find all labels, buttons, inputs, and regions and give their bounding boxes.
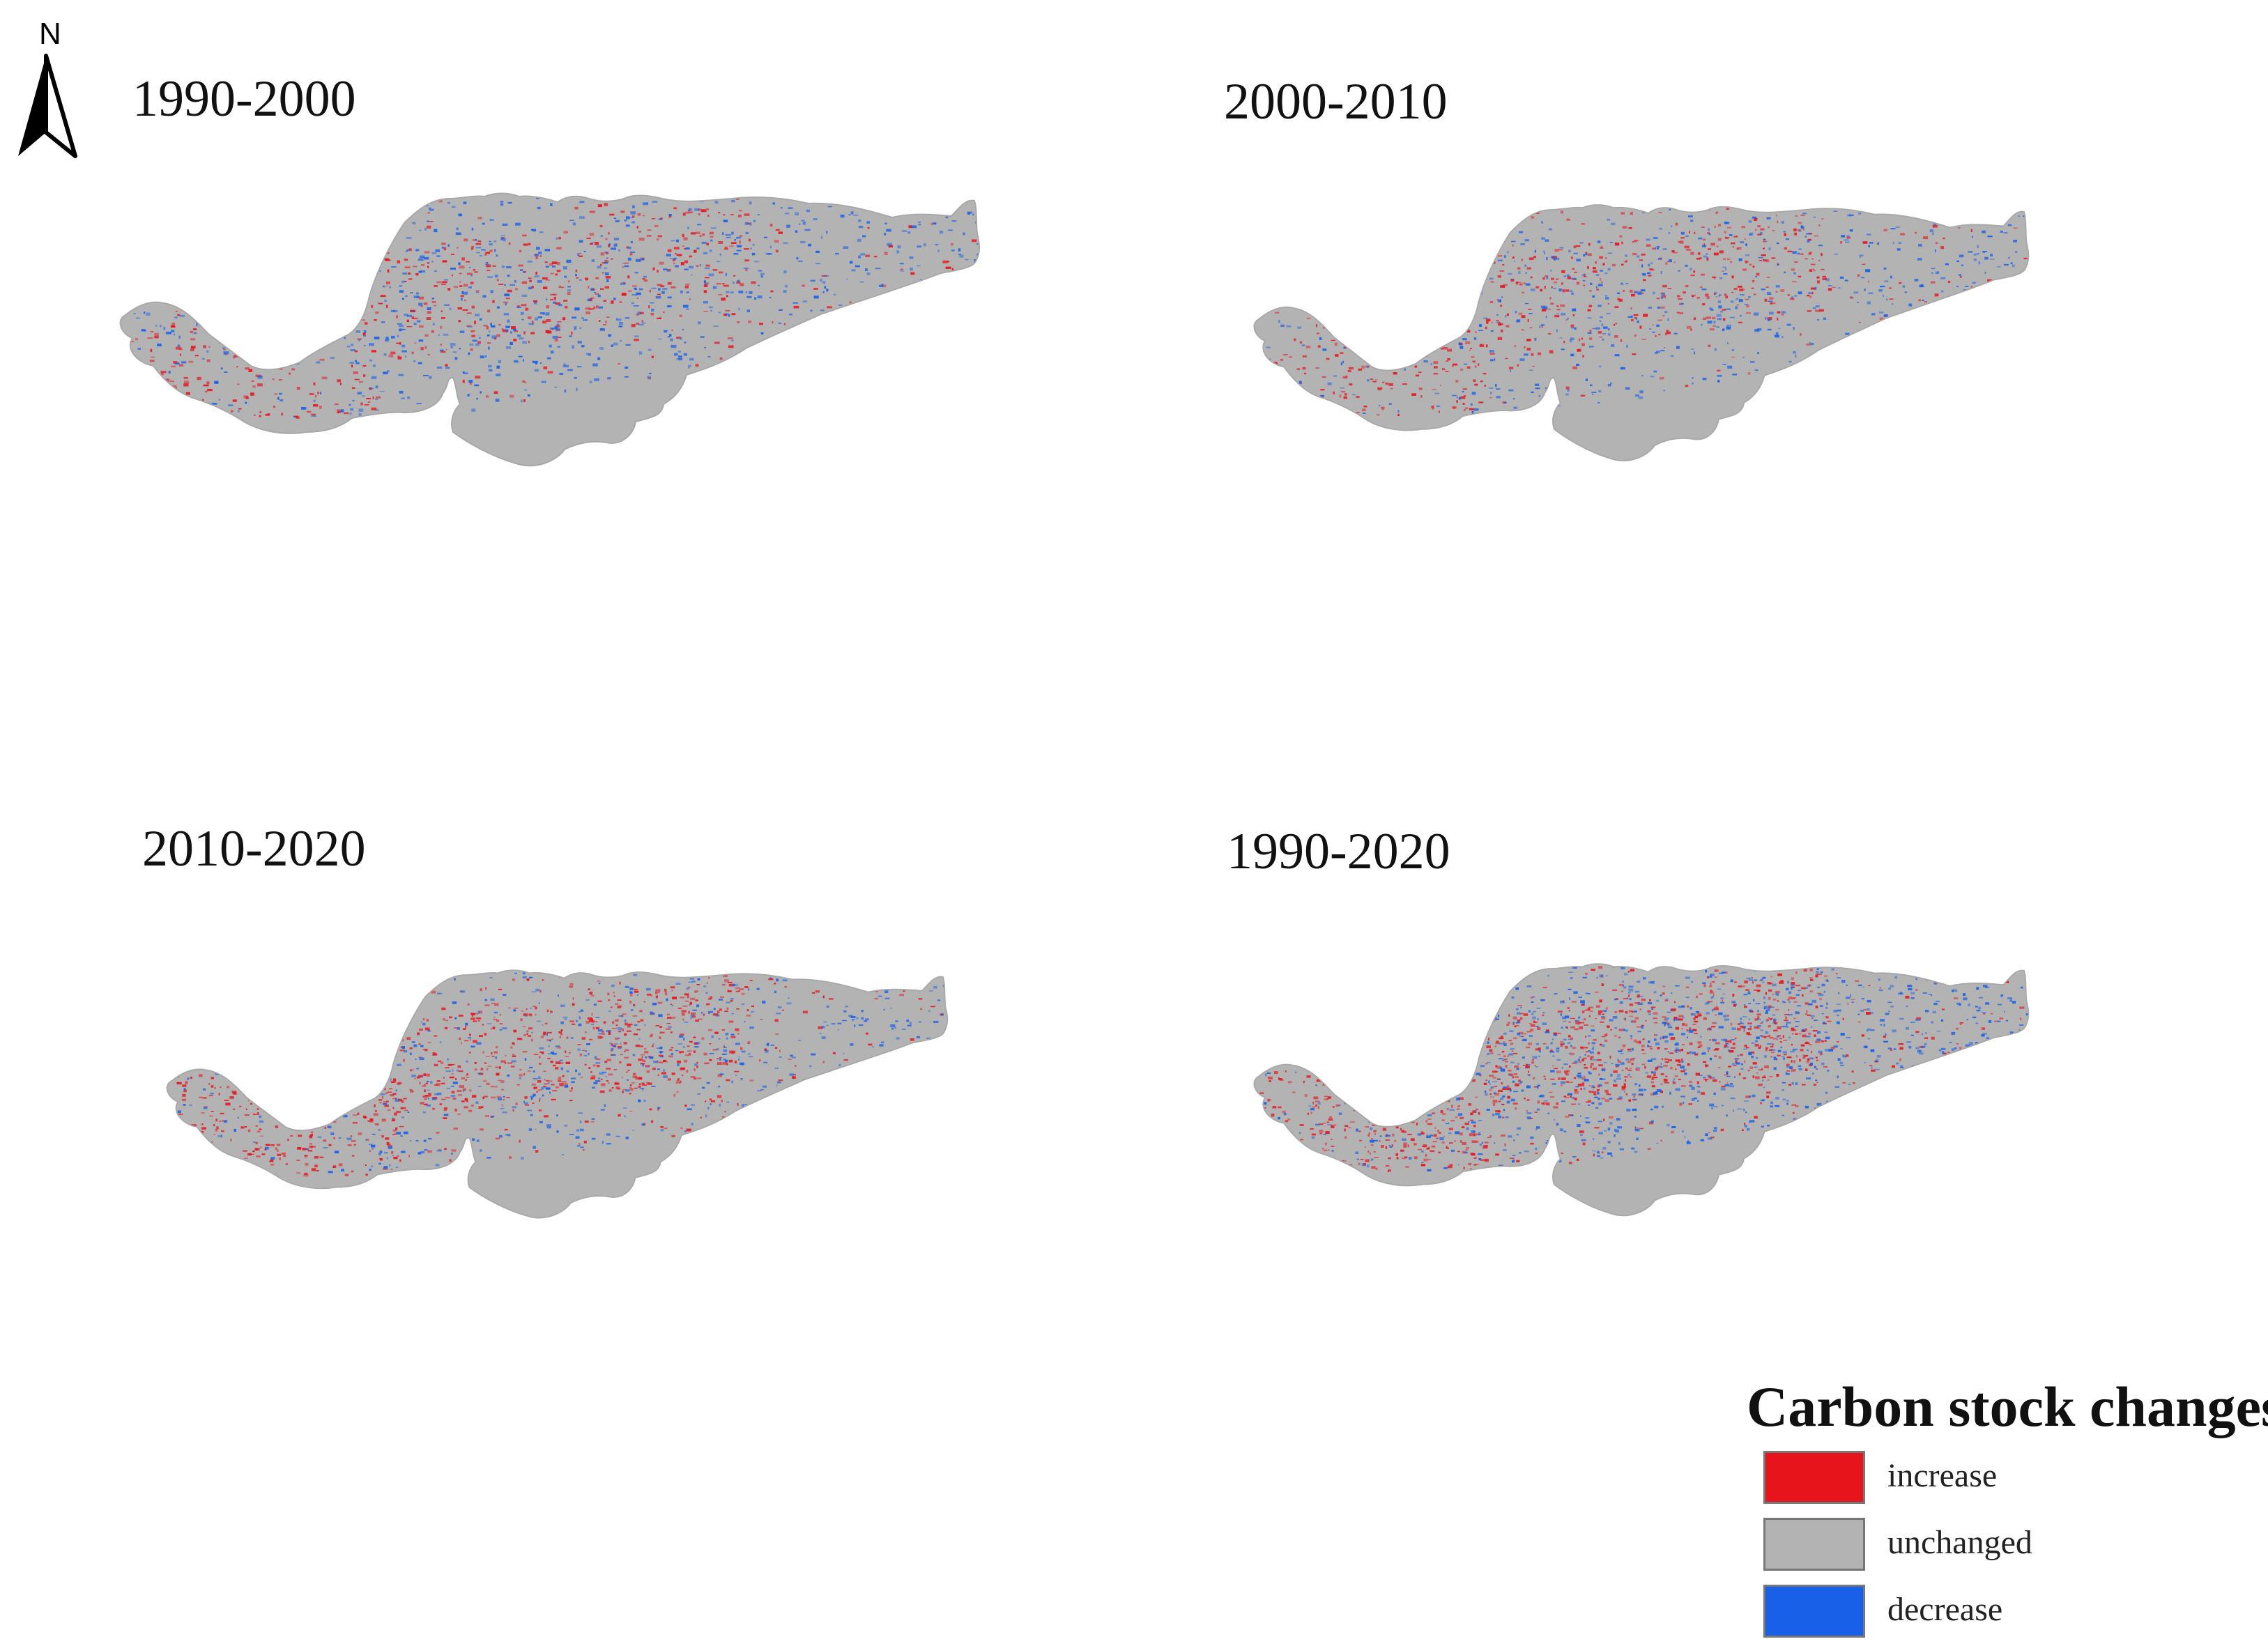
carbon-change-map-2010-2020	[166, 969, 949, 1219]
legend-title: Carbon stock changes	[1747, 1375, 2268, 1438]
legend-label-decrease: decrease	[1887, 1591, 2003, 1628]
legend-label-unchanged: unchanged	[1887, 1524, 2032, 1561]
north-arrow: N	[10, 10, 79, 163]
region-unchanged-area	[120, 193, 980, 466]
region-unchanged-area	[1254, 205, 2029, 461]
carbon-change-map-1990-2000	[119, 192, 981, 467]
legend-swatch-increase	[1763, 1451, 1865, 1504]
panel-title-2010-2020: 2010-2020	[142, 820, 366, 877]
legend-swatch-decrease	[1763, 1585, 1865, 1638]
carbon-change-map-2000-2010	[1253, 204, 2030, 462]
region-outline	[1253, 204, 2030, 462]
region-outline	[166, 969, 949, 1219]
region-unchanged-area	[167, 970, 948, 1218]
north-arrow-letter: N	[39, 17, 61, 51]
legend-label-increase: increase	[1887, 1457, 1998, 1494]
carbon-change-map-1990-2020	[1253, 963, 2030, 1217]
panel-title-1990-2000: 1990-2000	[132, 70, 356, 128]
region-outline	[1253, 963, 2030, 1217]
legend-swatch-unchanged	[1763, 1518, 1865, 1571]
panel-title-2000-2010: 2000-2010	[1224, 73, 1448, 130]
region-outline	[119, 192, 981, 467]
north-arrow-icon	[18, 54, 77, 158]
panel-title-1990-2020: 1990-2020	[1227, 823, 1450, 880]
